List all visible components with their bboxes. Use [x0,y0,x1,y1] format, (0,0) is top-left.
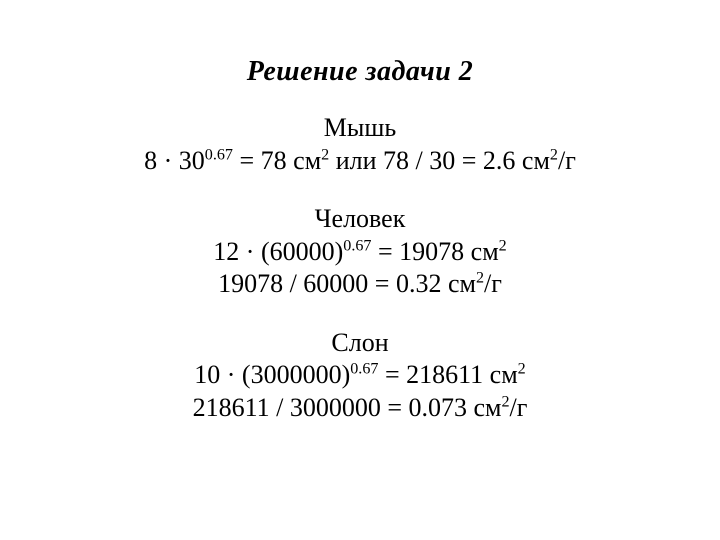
section-mouse: Мышь 8 · 300.67 = 78 см2 или 78 / 30 = 2… [0,112,720,177]
slide-title: Решение задачи 2 [0,56,720,88]
equation-row: 19078 / 60000 = 0.32 см2/г [0,268,720,301]
section-label: Мышь [0,112,720,145]
section-elephant: Слон 10 · (3000000)0.67 = 218611 см2 218… [0,327,720,425]
equation-row: 10 · (3000000)0.67 = 218611 см2 [0,359,720,392]
section-label: Слон [0,327,720,360]
equation-row: 8 · 300.67 = 78 см2 или 78 / 30 = 2.6 см… [0,145,720,178]
equation-row: 218611 / 3000000 = 0.073 см2/г [0,392,720,425]
equation-row: 12 · (60000)0.67 = 19078 см2 [0,236,720,269]
section-label: Человек [0,203,720,236]
slide: Решение задачи 2 Мышь 8 · 300.67 = 78 см… [0,0,720,540]
section-human: Человек 12 · (60000)0.67 = 19078 см2 190… [0,203,720,301]
